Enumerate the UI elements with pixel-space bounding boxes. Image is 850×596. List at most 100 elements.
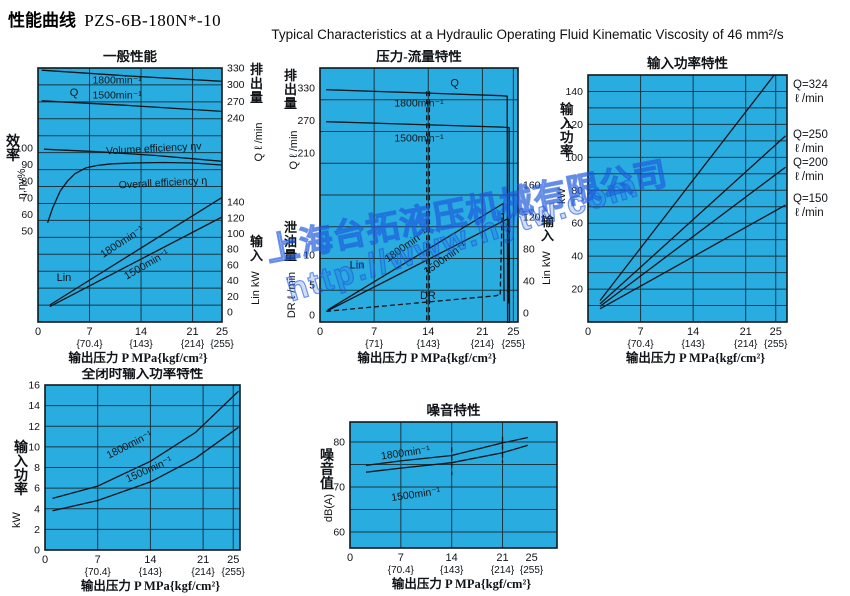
x-tick-label: 14 [422,326,434,338]
x-tick-label: 21 [476,326,488,338]
y-tick-label: 5 [309,279,315,291]
x-tick-sublabel: {255} [222,567,246,578]
x-axis-label: 输出压力 P MPa{kgf/cm²} [81,578,220,593]
curve-label: 1500min⁻¹ [394,133,444,145]
curve-label: DR [420,290,436,302]
y-tick-label: 14 [28,400,40,412]
axis-title: Lin kW [541,251,553,285]
y-tick-label: 80 [227,244,239,256]
axis-title-char: 出 [250,76,263,91]
y-tick-label: 100 [565,152,583,164]
y-tick-label: 80 [21,176,33,188]
axis-side-label: Q=324 [793,79,828,91]
x-tick-sublabel: {255} [210,339,234,350]
axis-title: 输入 [250,234,264,263]
series-Q-1500 [326,121,511,324]
series-Lin-1800 [327,202,505,311]
y-tick-label: 330 [297,83,315,95]
model-number: PZS-6B-180N*-10 [84,11,222,30]
axis-title-char: 率 [560,143,574,159]
axis-title-char: 入 [560,116,574,131]
y-tick-label: 0 [523,308,529,320]
series-Q-1800 [326,89,509,324]
x-tick-sublabel: {143} [139,567,163,578]
y-tick-label: 210 [297,148,315,160]
page-title-zh: 性能曲线 [8,11,76,30]
y-tick-label: 40 [227,275,239,287]
axis-title-char: 量 [250,90,263,105]
series-Lin-1800 [49,196,223,306]
y-tick-label: 16 [28,380,40,392]
axis-title-char: 噪 [320,448,335,464]
x-tick-label: 14 [446,552,458,564]
series-Q324 [599,74,775,301]
axis-side-label: ℓ /min [795,143,824,155]
x-tick-label: 0 [317,326,323,338]
curve-label: 1800min⁻¹ [92,75,142,87]
x-tick-sublabel: {70.4} [76,339,103,350]
x-tick-label: 21 [186,326,198,338]
y-tick-label: 300 [227,79,245,91]
y-tick-label: 160 [523,180,541,192]
y-tick-label: 40 [571,251,583,263]
series-1500 [365,444,529,473]
axis-title-char: 量 [284,248,297,263]
series-Lin-1500 [49,216,223,308]
axis-title: Q ℓ /min [253,122,265,161]
chart-svg-general-performance: 一般性能100908070605033030027024014012010080… [6,48,265,365]
y-tick-label: 270 [227,96,245,108]
chart-pressure-flow: 压力-流量特性 330 270 210 10 5 0 160 120 80 40 0 0 7 {71} 14{… [278,48,570,368]
chart-title: 一般性能 [103,50,157,64]
plot-area [588,75,787,322]
plot-border [587,74,788,323]
axis-title-char: 功 [14,468,28,484]
y-tick-label: 120 [565,119,583,131]
y-tick-label: 40 [523,276,535,288]
chart-title: 噪音特性 [427,402,481,418]
axis-title-char: 排 [284,68,297,83]
series-volume-efficiency [43,148,223,162]
x-tick-sublabel: {70.4} [388,565,415,576]
curve-label: Overall efficiency η [118,175,207,192]
axis-title-char: 入 [541,228,554,243]
axis-title: kW [556,187,568,204]
axis-title-char: 出 [284,82,297,97]
series-Q-1500 [41,100,223,113]
y-tick-label: 60 [333,526,345,538]
axis-side-label: Q=200 [793,157,828,169]
series-Q250 [599,135,786,305]
x-tick-sublabel: {143} [417,339,441,350]
curve-label: Q [450,77,459,89]
y-tick-label: 70 [333,482,345,494]
chart-input-power: 输入功率特性 140 120 100 80 60 40 20 0 7 {70.4} 14 {143} 21… [548,50,850,368]
axis-title: DR ℓ /min [286,272,298,318]
x-tick-sublabel: {143} [129,339,153,350]
axis-title: 排出量 [250,62,263,105]
axis-title: 泄油量 [284,220,297,263]
y-tick-label: 2 [34,524,40,536]
x-tick-label: 25 [525,552,537,564]
x-axis-label: 输出压力 P MPa{kgf/cm²} [392,576,531,591]
chart-title: 压力-流量特性 [376,50,462,64]
x-tick-label: 14 [687,326,699,338]
axis-title: 输入功率 [14,439,29,498]
x-tick-sublabel: {214} [191,567,215,578]
axis-title-char: 值 [320,475,334,492]
y-tick-label: 20 [571,284,583,296]
axis-title-char: 输 [560,101,574,117]
axis-side-label: Q=150 [793,193,828,205]
axis-title-char: 效 [6,133,21,150]
x-tick-label: 21 [197,554,209,566]
axis-title: Lin kW [250,271,262,305]
y-tick-label: 60 [227,259,239,271]
y-tick-label: 6 [34,483,40,495]
axis-title-char: 油 [284,234,297,249]
series-DR-spike [499,212,503,295]
axis-title: kW [11,511,23,528]
y-tick-label: 0 [34,545,40,557]
y-tick-label: 60 [21,209,33,221]
axis-title-char: 功 [560,130,574,145]
x-tick-label: 7 [86,326,92,338]
